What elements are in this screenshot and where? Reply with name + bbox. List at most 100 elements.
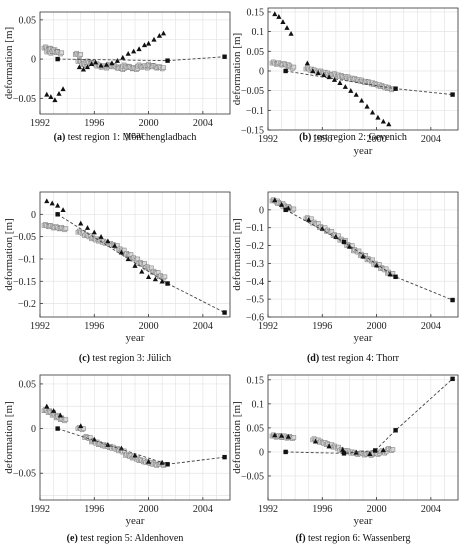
x-tick-label: 1992 (258, 321, 278, 332)
ps-black-marker (112, 242, 118, 248)
plot-frame (39, 374, 231, 501)
leveling-marker (55, 212, 60, 217)
ps-black-marker (315, 70, 321, 76)
x-axis-label: year (354, 332, 373, 344)
y-tick-label: 0.15 (247, 375, 265, 386)
ps-black-marker (44, 198, 50, 204)
ps-black-marker (80, 66, 87, 72)
ps-black-marker (272, 432, 278, 438)
caption-text: test region 5: Aldenhoven (78, 533, 184, 544)
panel-caption: (b) test region 2: Gevenich (299, 132, 407, 143)
ps-black-marker (136, 46, 142, 52)
ps-black-marker (118, 249, 125, 255)
ps-black-marker (373, 262, 380, 268)
chart-panel-4: −0.6 −0.5 −0.4 −0.3 −0.2 −0.1 0 1992 1996 2000 200… (231, 191, 459, 364)
y-tick-label: −0.2 (18, 299, 36, 310)
y-tick-label: 0 (31, 55, 36, 66)
ps-black-marker (331, 77, 338, 82)
ps-gray-marker (142, 261, 147, 266)
y-axis-label: deformation [m] (231, 33, 243, 105)
leveling-marker (373, 448, 378, 453)
y-tick-label: −0.05 (13, 232, 36, 243)
ps-black-marker (364, 103, 370, 109)
chart-panel-6: −0.05 0 0.05 0.1 0.15 1992 1996 2000 2004 year def… (231, 374, 459, 544)
ps-black-marker (369, 109, 376, 115)
ps-black-marker (284, 25, 290, 30)
x-tick-label: 1992 (30, 321, 50, 332)
ps-black-marker (159, 459, 165, 465)
plot-frame (267, 374, 459, 501)
x-tick-label: 1996 (312, 321, 332, 332)
x-tick-label: 2000 (367, 321, 387, 332)
ps-gray-marker (162, 274, 168, 280)
ps-black-marker (49, 200, 55, 206)
plot-frame (267, 7, 459, 131)
x-tick-label: 2004 (193, 504, 213, 515)
ps-black-marker (105, 238, 111, 244)
x-tick-label: 1992 (258, 134, 278, 145)
chart-panel-2: −0.15 −0.1 −0.05 0 0.05 0.1 0.15 1992 1996 2000 20… (231, 7, 459, 157)
leveling-marker (393, 86, 398, 91)
leveling-marker (55, 56, 60, 62)
leveling-marker (341, 451, 347, 456)
plot-frame (267, 191, 459, 318)
y-tick-label: 0.15 (247, 7, 265, 18)
x-tick-label: 1992 (258, 504, 278, 515)
ps-black-marker (78, 220, 84, 226)
ps-black-marker (387, 271, 393, 277)
ps-black-marker (93, 59, 99, 65)
ps-gray-marker (155, 270, 161, 275)
y-tick-label: −0.2 (246, 241, 264, 252)
ps-black-marker (125, 50, 131, 56)
y-tick-label: 0.05 (247, 423, 265, 434)
ps-black-marker (156, 32, 163, 38)
y-tick-label: −0.15 (241, 126, 264, 137)
y-axis-label: deformation [m] (3, 27, 15, 99)
y-tick-label: −0.5 (246, 295, 264, 306)
ps-black-marker (278, 201, 285, 207)
x-tick-label: 1992 (30, 504, 50, 515)
ps-black-marker (272, 197, 278, 203)
ps-black-marker (304, 60, 310, 66)
caption-letter: (c) (79, 353, 90, 364)
y-tick-label: −0.05 (13, 94, 36, 105)
ps-black-marker (120, 54, 126, 60)
ps-black-marker (337, 80, 343, 85)
ps-black-marker (288, 30, 294, 36)
y-axis-label: deformation [m] (3, 218, 15, 290)
ps-black-marker (312, 438, 319, 444)
x-tick-label: 1996 (84, 504, 104, 515)
caption-letter: (f) (296, 533, 306, 544)
ps-black-marker (359, 97, 365, 103)
ps-gray-marker (121, 247, 127, 253)
y-axis-label: deformation [m] (231, 401, 243, 473)
ps-black-marker (131, 48, 137, 54)
ps-black-marker (380, 118, 386, 124)
leveling-marker (450, 92, 455, 97)
y-tick-label: 0 (31, 424, 36, 435)
ps-black-marker (44, 91, 50, 97)
x-tick-label: 2000 (139, 118, 159, 129)
leveling-marker (55, 426, 60, 431)
leveling-marker (165, 281, 170, 286)
x-tick-label: 2000 (367, 134, 387, 145)
y-tick-label: −0.1 (18, 254, 36, 265)
ps-black-marker (132, 263, 138, 268)
chart-panel-3: −0.2 −0.15 −0.1 −0.05 0 1992 1996 2000 2004 year d… (3, 191, 231, 364)
y-tick-label: −0.05 (241, 471, 264, 482)
x-axis-label: year (126, 332, 145, 344)
y-tick-label: −0.1 (246, 106, 264, 117)
ps-black-marker (76, 64, 82, 70)
ps-gray-marker (78, 52, 84, 57)
y-tick-label: 0 (259, 447, 264, 458)
y-tick-label: −0.05 (241, 86, 264, 97)
panel-caption: (a) test region 1: Mönchengladbach (54, 132, 197, 143)
ps-black-marker (342, 84, 348, 89)
leveling-marker (222, 310, 227, 315)
x-tick-label: 1992 (30, 118, 50, 129)
ps-gray-marker (63, 417, 69, 422)
ps-black-marker (91, 229, 97, 235)
ps-black-marker (84, 225, 91, 230)
leveling-line (285, 378, 453, 454)
x-axis-label: year (126, 129, 145, 141)
